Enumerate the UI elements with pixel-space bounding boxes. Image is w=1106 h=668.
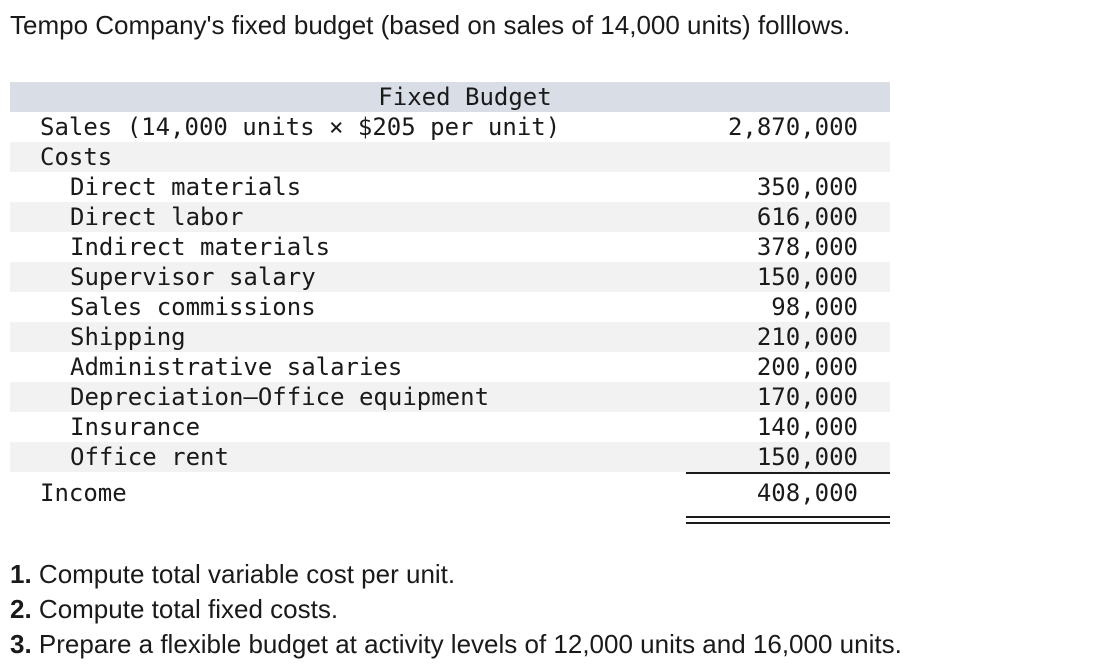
cost-label: Depreciation—Office equipment <box>70 383 490 411</box>
cost-amount: 378,000 <box>756 233 858 261</box>
question-text: Prepare a flexible budget at activity le… <box>31 629 902 659</box>
cost-amount: 170,000 <box>756 383 858 411</box>
cost-amount: 350,000 <box>756 173 858 201</box>
cost-row-office-rent: Office rent 150,000 <box>10 442 890 472</box>
costs-label: Costs <box>40 143 113 171</box>
cost-amount: 150,000 <box>756 443 858 471</box>
cost-label: Administrative salaries <box>70 353 403 381</box>
cost-row-shipping: Shipping 210,000 <box>10 322 890 352</box>
question-item: 2. Compute total fixed costs. <box>10 592 902 627</box>
cost-row-direct-materials: Direct materials 350,000 <box>10 172 890 202</box>
cost-label: Sales commissions <box>70 293 316 321</box>
fixed-budget-table: Fixed Budget Sales (14,000 units × $205 … <box>10 82 890 524</box>
questions-list: 1. Compute total variable cost per unit.… <box>10 557 902 662</box>
cost-row-sales-commissions: Sales commissions 98,000 <box>10 292 890 322</box>
sales-amount: 2,870,000 <box>727 113 858 141</box>
cost-label: Shipping <box>70 323 186 351</box>
cost-label: Supervisor salary <box>70 263 316 291</box>
cost-label: Insurance <box>70 413 201 441</box>
cost-row-insurance: Insurance 140,000 <box>10 412 890 442</box>
cost-amount: 98,000 <box>771 293 858 321</box>
cost-label: Direct labor <box>70 203 244 231</box>
cost-amount: 150,000 <box>756 263 858 291</box>
column-header-fixed-budget: Fixed Budget <box>378 83 552 111</box>
question-number: 3. <box>10 629 32 659</box>
table-header-row: Fixed Budget <box>10 82 890 112</box>
total-rule <box>686 472 890 474</box>
question-text: Compute total fixed costs. <box>31 594 339 624</box>
cost-amount: 616,000 <box>756 203 858 231</box>
double-underline-rule <box>686 516 890 524</box>
question-number: 1. <box>10 559 32 589</box>
sales-label: Sales (14,000 units × $205 per unit) <box>40 113 561 141</box>
cost-amount: 210,000 <box>756 323 858 351</box>
cost-row-depreciation: Depreciation—Office equipment 170,000 <box>10 382 890 412</box>
cost-row-administrative-salaries: Administrative salaries 200,000 <box>10 352 890 382</box>
sales-row: Sales (14,000 units × $205 per unit) 2,8… <box>10 112 890 142</box>
cost-label: Office rent <box>70 443 229 471</box>
question-text: Compute total variable cost per unit. <box>31 559 456 589</box>
cost-row-indirect-materials: Indirect materials 378,000 <box>10 232 890 262</box>
question-number: 2. <box>10 594 32 624</box>
cost-row-direct-labor: Direct labor 616,000 <box>10 202 890 232</box>
income-row: Income 408,000 <box>10 476 890 510</box>
cost-label: Indirect materials <box>70 233 331 261</box>
costs-heading-row: Costs <box>10 142 890 172</box>
question-item: 3. Prepare a flexible budget at activity… <box>10 627 902 662</box>
question-item: 1. Compute total variable cost per unit. <box>10 557 902 592</box>
cost-label: Direct materials <box>70 173 302 201</box>
cost-amount: 140,000 <box>756 413 858 441</box>
intro-text: Tempo Company's fixed budget (based on s… <box>10 10 851 40</box>
income-amount: 408,000 <box>756 479 858 507</box>
cost-amount: 200,000 <box>756 353 858 381</box>
income-label: Income <box>40 479 127 507</box>
cost-row-supervisor-salary: Supervisor salary 150,000 <box>10 262 890 292</box>
